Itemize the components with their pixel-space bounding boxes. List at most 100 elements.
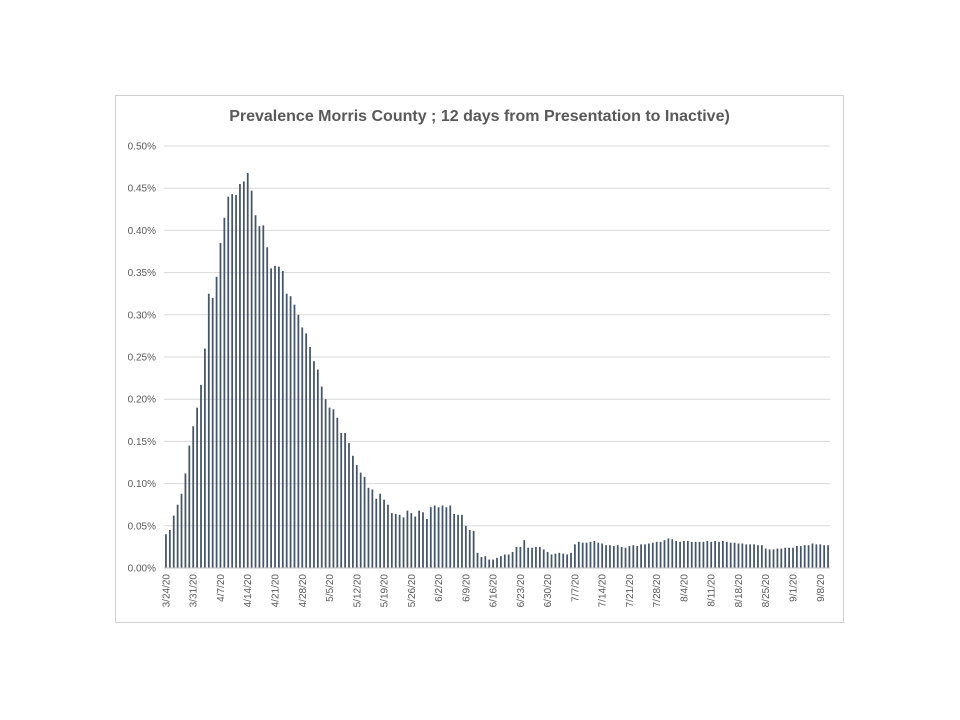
x-tick-label: 7/21/20: [625, 574, 636, 608]
bar: [402, 517, 405, 568]
bar: [686, 540, 689, 568]
y-tick-label: 0.10%: [128, 479, 156, 490]
x-tick-label: 9/8/20: [816, 574, 827, 602]
bar: [554, 553, 557, 568]
bar: [359, 472, 362, 568]
x-tick-label: 5/12/20: [352, 574, 363, 608]
bar: [725, 541, 728, 568]
bar: [437, 507, 440, 568]
bar: [406, 510, 409, 568]
bar: [305, 333, 308, 568]
bar: [648, 543, 650, 568]
bar: [480, 557, 483, 568]
bar: [784, 547, 787, 568]
bar: [297, 314, 300, 568]
bars: [165, 173, 829, 568]
bar: [289, 296, 292, 568]
bar: [550, 554, 553, 568]
bar: [363, 476, 366, 568]
bar: [729, 542, 732, 568]
bar: [492, 559, 494, 568]
y-tick-label: 0.25%: [128, 353, 156, 364]
bar: [262, 225, 265, 568]
x-tick-label: 4/14/20: [243, 574, 254, 608]
bar: [176, 504, 179, 568]
chart-frame: Prevalence Morris County ; 12 days from …: [115, 95, 844, 623]
bar: [258, 226, 261, 568]
bar: [511, 551, 514, 568]
x-tick-label: 8/4/20: [679, 574, 690, 602]
bar: [803, 545, 806, 568]
x-tick-label: 8/25/20: [761, 574, 772, 608]
bar: [246, 173, 249, 568]
y-tick-label: 0.00%: [128, 564, 156, 575]
bar: [254, 215, 257, 568]
bar: [714, 540, 716, 568]
bar: [180, 493, 183, 568]
bar: [503, 554, 506, 568]
x-axis-ticks: 3/24/20 3/31/20 4/7/20 4/14/20 4/21/20 4/28/2…: [161, 574, 826, 608]
bar: [667, 538, 670, 568]
bar: [745, 544, 748, 568]
bar: [344, 432, 346, 568]
y-tick-label: 0.30%: [128, 310, 156, 321]
bar: [211, 297, 214, 568]
bar: [710, 541, 713, 568]
bar: [507, 554, 510, 568]
bar: [422, 512, 424, 568]
bar: [792, 547, 794, 568]
bar: [768, 549, 771, 568]
bar: [200, 384, 202, 568]
bar: [433, 505, 436, 568]
x-tick-label: 4/7/20: [216, 574, 227, 602]
bar: [523, 540, 526, 568]
x-tick-label: 7/28/20: [652, 574, 663, 608]
bar: [546, 551, 549, 568]
x-tick-label: 3/31/20: [189, 574, 200, 608]
bar: [204, 348, 206, 568]
bar: [414, 516, 417, 568]
bar: [609, 545, 611, 568]
bar: [324, 399, 327, 568]
bar: [531, 547, 533, 568]
bar: [410, 513, 413, 568]
bar: [760, 545, 763, 568]
bar: [165, 534, 167, 568]
x-tick-label: 6/9/20: [461, 574, 472, 602]
x-tick-label: 5/26/20: [407, 574, 418, 608]
x-tick-label: 4/28/20: [298, 574, 309, 608]
bar: [398, 514, 401, 568]
bar: [690, 541, 693, 568]
bar: [500, 556, 502, 568]
bar: [640, 544, 642, 568]
bar: [628, 546, 631, 568]
bar: [449, 505, 452, 568]
bar: [231, 194, 234, 568]
bar: [219, 243, 222, 568]
bar: [418, 510, 420, 568]
bar: [819, 544, 822, 568]
x-tick-label: 6/23/20: [516, 574, 527, 608]
bar: [316, 369, 319, 568]
bar: [184, 473, 187, 568]
bar: [597, 542, 600, 568]
y-tick-label: 0.20%: [128, 395, 156, 406]
bar: [706, 540, 709, 568]
bar: [780, 548, 783, 568]
y-tick-label: 0.40%: [128, 226, 156, 237]
bar: [223, 217, 226, 568]
y-tick-label: 0.05%: [128, 521, 156, 532]
bar: [367, 487, 370, 568]
bar: [336, 417, 339, 568]
bar: [542, 549, 545, 568]
bar: [348, 443, 350, 568]
bar: [589, 541, 592, 568]
bar: [776, 548, 779, 568]
x-tick-label: 8/11/20: [707, 574, 718, 607]
bar: [441, 505, 444, 568]
bar: [332, 409, 335, 568]
bar: [390, 513, 393, 568]
bar: [515, 546, 518, 568]
bar: [538, 546, 541, 568]
bar: [593, 540, 596, 568]
